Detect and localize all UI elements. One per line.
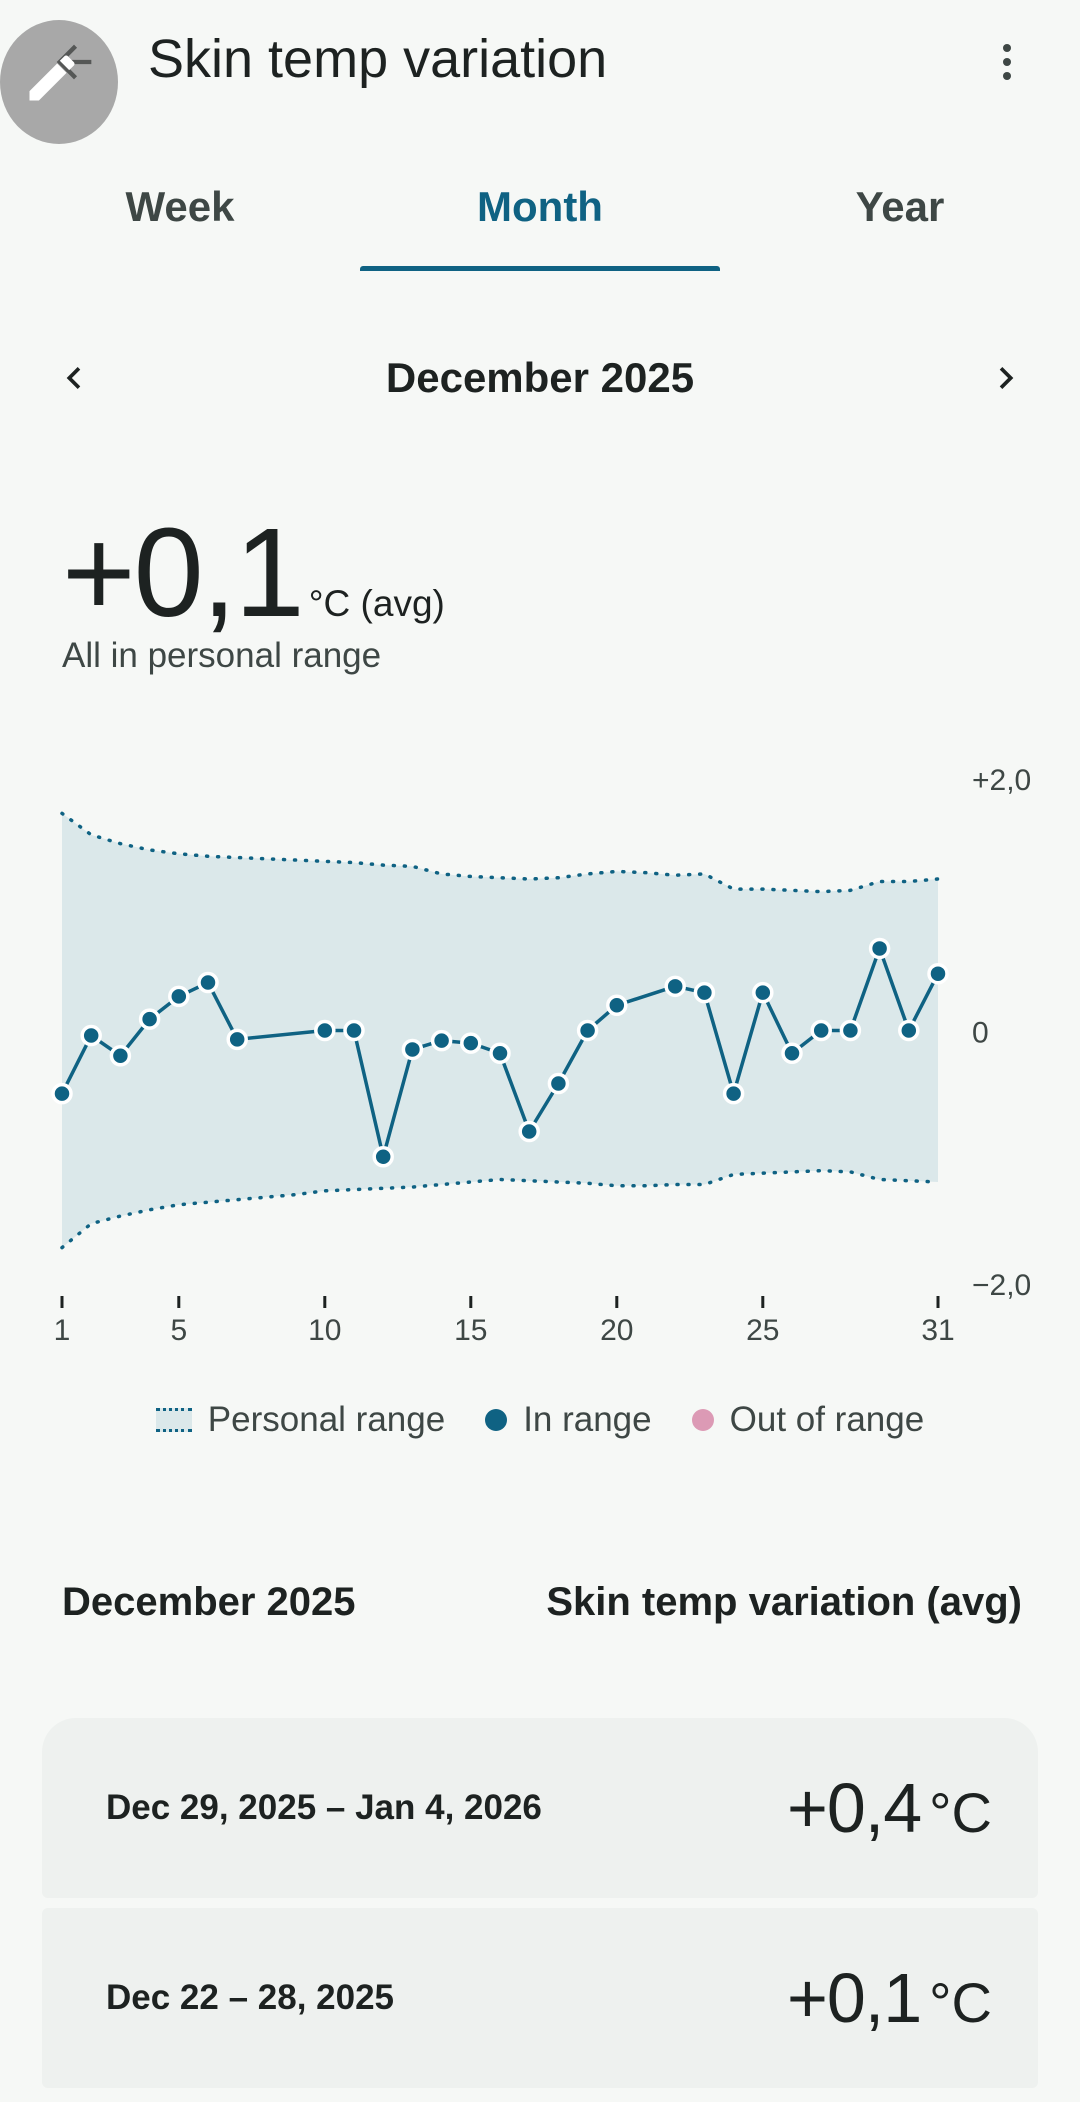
- data-point: [927, 962, 949, 985]
- period-label: December 2025: [385, 354, 695, 401]
- chevron-left-icon: [66, 367, 81, 389]
- out-of-range-dot-icon: [691, 1409, 714, 1431]
- data-point: [460, 1032, 482, 1054]
- data-point: [343, 1019, 365, 1042]
- legend-personal-range: Personal range: [155, 1400, 446, 1440]
- week-card-date: Dec 22 – 28, 2025: [106, 1978, 395, 2017]
- legend-in-range: In range: [485, 1400, 652, 1440]
- tab-indicator: [360, 266, 720, 271]
- tab-month[interactable]: Month: [477, 183, 603, 230]
- legend-out-of-range: Out of range: [691, 1400, 925, 1440]
- week-card-number: +0,4: [786, 1769, 922, 1847]
- x-tick-label: 20: [600, 1314, 633, 1347]
- data-point: [518, 1120, 540, 1143]
- y-tick-label: −2,0: [972, 1269, 1031, 1302]
- tab-week[interactable]: Week: [125, 183, 235, 230]
- week-card-value: +0,1 °C: [787, 1958, 992, 2038]
- legend-label: In range: [523, 1400, 652, 1439]
- x-tick-label: 25: [746, 1314, 779, 1347]
- next-period-button[interactable]: [968, 340, 1044, 416]
- chevron-right-icon: [999, 367, 1014, 389]
- x-tick-label: 31: [921, 1314, 954, 1347]
- average-value: +0,1: [62, 502, 305, 643]
- personal-range-band: [62, 813, 938, 1248]
- data-point: [314, 1019, 336, 1042]
- y-tick-label: +2,0: [972, 764, 1031, 797]
- list-header-metric: Skin temp variation (avg): [546, 1580, 1022, 1624]
- week-card-date: Dec 29, 2025 – Jan 4, 2026: [106, 1788, 542, 1827]
- period-navigator: December 2025: [0, 340, 1080, 416]
- data-point: [138, 1008, 161, 1030]
- data-point: [109, 1045, 132, 1067]
- week-card-number: +0,1: [786, 1959, 922, 2037]
- in-range-dot-icon: [485, 1409, 508, 1431]
- data-point: [868, 937, 891, 960]
- edit-overlay-button[interactable]: [0, 20, 118, 144]
- data-point: [898, 1019, 920, 1042]
- page-title: Skin temp variation: [148, 29, 608, 89]
- average-unit: °C (avg): [308, 583, 445, 624]
- y-tick-label: 0: [972, 1017, 989, 1050]
- range-upper-bound: [60, 811, 940, 894]
- period-tabs: Week Month Year: [0, 170, 1080, 274]
- personal-range-swatch: [155, 1408, 192, 1432]
- data-point: [781, 1042, 803, 1064]
- data-point: [168, 985, 190, 1008]
- list-header: December 2025 Skin temp variation (avg): [62, 1580, 1022, 1625]
- data-point: [606, 994, 628, 1016]
- range-status-text: All in personal range: [62, 636, 382, 675]
- previous-period-button[interactable]: [36, 340, 112, 416]
- data-point: [810, 1019, 832, 1042]
- tab-year[interactable]: Year: [855, 183, 945, 230]
- data-point: [576, 1019, 599, 1042]
- series-line-in-range: [60, 946, 940, 1159]
- range-lower-bound: [60, 1168, 940, 1250]
- x-tick-label: 5: [170, 1314, 187, 1347]
- x-tick-label: 1: [54, 1314, 71, 1347]
- data-point: [401, 1038, 424, 1061]
- pencil-icon: [29, 55, 75, 101]
- data-point: [693, 981, 716, 1004]
- week-card[interactable]: Dec 22 – 28, 2025 +0,1 °C: [42, 1908, 1038, 2088]
- data-point: [197, 971, 219, 994]
- week-card-unit: °C: [929, 1781, 992, 1844]
- data-point: [839, 1019, 862, 1042]
- data-point: [226, 1028, 248, 1051]
- week-card[interactable]: Dec 29, 2025 – Jan 4, 2026 +0,4 °C: [42, 1718, 1038, 1898]
- data-point: [722, 1082, 745, 1105]
- legend-label: Personal range: [207, 1400, 446, 1439]
- x-tick-label: 10: [308, 1314, 341, 1347]
- data-point: [489, 1042, 511, 1064]
- data-point: [430, 1029, 453, 1052]
- summary-value: +0,1 °C (avg): [62, 500, 445, 645]
- list-header-period: December 2025: [62, 1580, 356, 1624]
- top-app-bar: Skin temp variation: [0, 0, 1080, 144]
- week-card-unit: °C: [929, 1971, 992, 2034]
- data-point: [752, 981, 774, 1004]
- data-point: [664, 975, 686, 998]
- chart-svg[interactable]: +2,00−2,01 5 10 15 20 25 31: [0, 740, 1080, 1350]
- x-tick-label: 15: [454, 1314, 487, 1347]
- legend-label: Out of range: [729, 1400, 925, 1439]
- more-vert-icon: [1003, 44, 1011, 80]
- week-card-value: +0,4 °C: [787, 1768, 992, 1848]
- chart-legend: Personal range In range Out of range: [0, 1395, 1080, 1445]
- data-point: [80, 1024, 102, 1047]
- data-point: [51, 1082, 73, 1105]
- more-options-button[interactable]: [980, 30, 1034, 94]
- data-point: [547, 1072, 570, 1095]
- data-point: [372, 1146, 394, 1168]
- skin-temp-chart: +2,0 0 −2,0 1 5 10 15 20 25 31: [0, 740, 1080, 1350]
